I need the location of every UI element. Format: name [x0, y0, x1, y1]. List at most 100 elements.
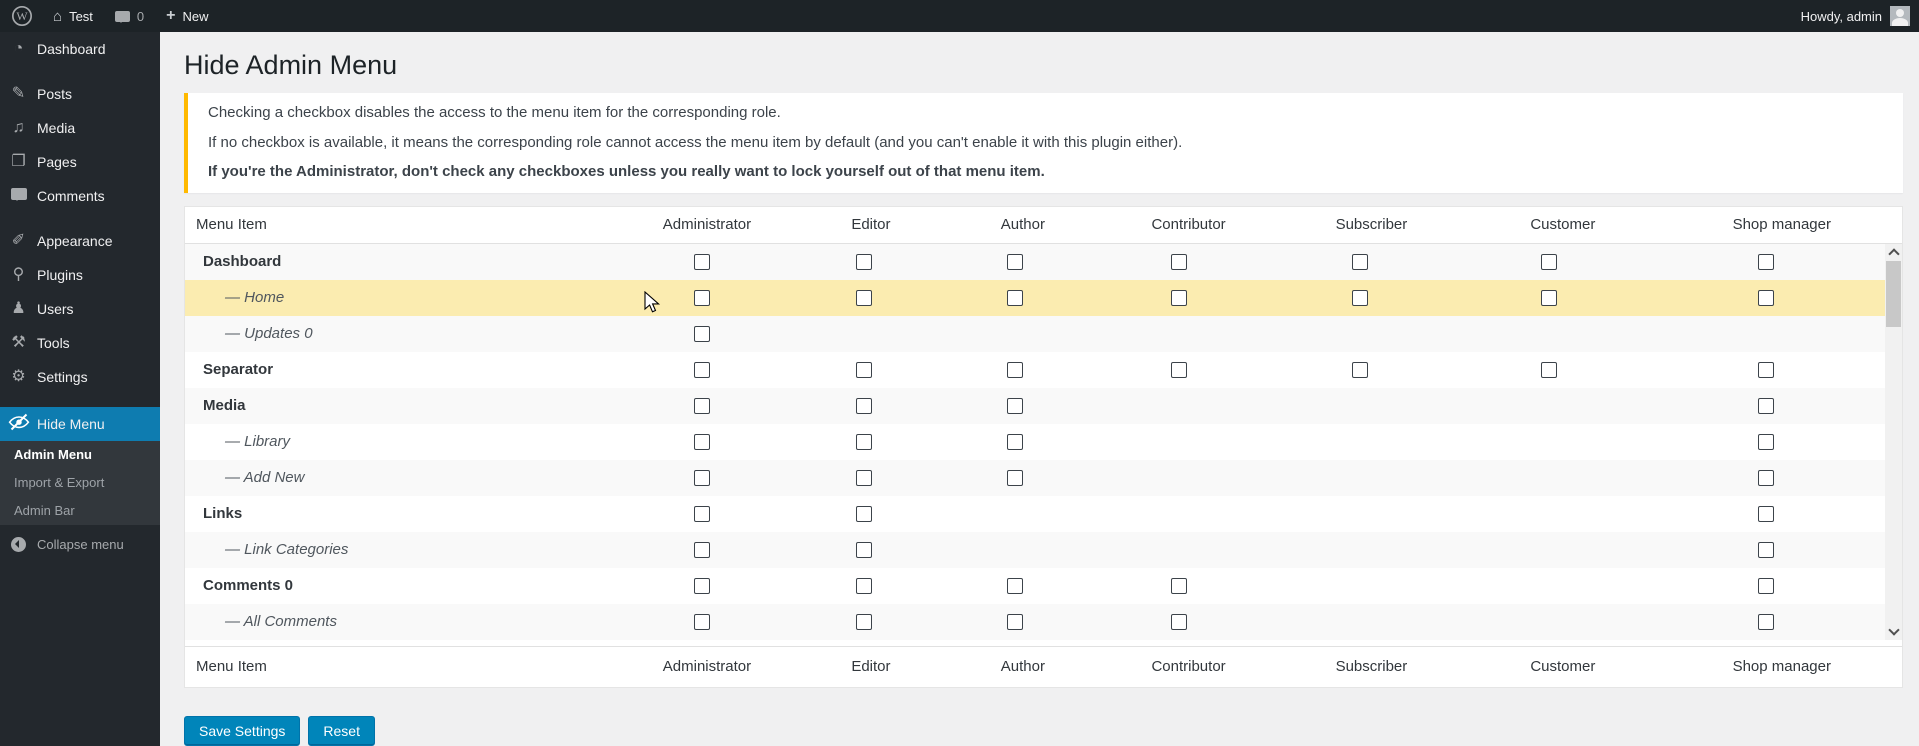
table-scrollbar[interactable] [1885, 243, 1902, 640]
role-checkbox[interactable] [1351, 254, 1368, 271]
role-checkbox[interactable] [693, 506, 710, 523]
role-cell-customer [1451, 289, 1647, 307]
role-checkbox[interactable] [693, 254, 710, 271]
submenu-item-admin-bar[interactable]: Admin Bar [14, 503, 75, 518]
role-checkbox[interactable] [1006, 434, 1023, 451]
account-menu[interactable]: Howdy, admin [1801, 0, 1919, 32]
role-checkbox[interactable] [1541, 362, 1558, 379]
role-checkbox[interactable] [1006, 398, 1023, 415]
role-checkbox[interactable] [693, 614, 710, 631]
sidebar-item-pages[interactable]: ❐ Pages [0, 145, 160, 179]
role-checkbox[interactable] [1170, 254, 1187, 271]
role-checkbox[interactable] [693, 542, 710, 559]
sidebar-item-label: Appearance [37, 233, 113, 249]
collapse-menu-button[interactable]: Collapse menu [0, 527, 160, 561]
role-cell-editor [788, 397, 939, 415]
role-checkbox[interactable] [693, 578, 710, 595]
site-name-link[interactable]: ⌂ Test [42, 0, 104, 32]
role-cell-shop-manager [1647, 397, 1885, 415]
role-checkbox[interactable] [1006, 290, 1023, 307]
role-checkbox[interactable] [1006, 470, 1023, 487]
save-settings-button[interactable]: Save Settings [184, 715, 301, 746]
role-checkbox[interactable] [1006, 362, 1023, 379]
role-checkbox[interactable] [856, 290, 873, 307]
wordpress-logo-button[interactable]: W [0, 0, 42, 32]
role-checkbox[interactable] [856, 578, 873, 595]
sidebar-item-appearance[interactable]: ✐ Appearance [0, 224, 160, 258]
scroll-thumb[interactable] [1886, 260, 1901, 327]
wrench-icon: ⚒ [11, 334, 26, 351]
collapse-arrow-icon [11, 536, 26, 552]
table-row-library: — Library [185, 424, 1885, 460]
role-checkbox[interactable] [693, 362, 710, 379]
role-checkbox[interactable] [1170, 362, 1187, 379]
role-checkbox[interactable] [1757, 434, 1774, 451]
role-checkbox[interactable] [1757, 362, 1774, 379]
sidebar-item-tools[interactable]: ⚒ Tools [0, 326, 160, 360]
role-checkbox[interactable] [1006, 578, 1023, 595]
notice-box: Checking a checkbox disables the access … [184, 93, 1903, 193]
role-checkbox[interactable] [1006, 254, 1023, 271]
new-content-button[interactable]: + New [155, 0, 219, 32]
role-checkbox[interactable] [1757, 542, 1774, 559]
table-row-updates-0: — Updates 0 [185, 315, 1885, 352]
role-checkbox[interactable] [1541, 254, 1558, 271]
media-icon: ♫ [12, 119, 25, 136]
role-checkbox[interactable] [693, 398, 710, 415]
role-cell-editor [788, 361, 939, 379]
role-checkbox[interactable] [1351, 290, 1368, 307]
role-checkbox[interactable] [1757, 614, 1774, 631]
role-checkbox[interactable] [693, 434, 710, 451]
sidebar-item-settings[interactable]: ⚙ Settings [0, 360, 160, 394]
role-checkbox[interactable] [693, 470, 710, 487]
role-checkbox[interactable] [1170, 290, 1187, 307]
role-checkbox[interactable] [693, 290, 710, 307]
sidebar-item-dashboard[interactable]: ◔ Dashboard [0, 32, 160, 66]
row-label: — Home [225, 289, 285, 306]
table-row-comments-0: Comments 0 [185, 568, 1885, 604]
role-checkbox[interactable] [1351, 362, 1368, 379]
role-checkbox[interactable] [856, 470, 873, 487]
role-checkbox[interactable] [856, 398, 873, 415]
role-checkbox[interactable] [1757, 398, 1774, 415]
column-header-menu-item: Menu Item [196, 658, 267, 675]
role-checkbox[interactable] [1757, 578, 1774, 595]
sidebar-item-label: Tools [37, 335, 70, 351]
role-checkbox[interactable] [1757, 470, 1774, 487]
role-checkbox[interactable] [1757, 290, 1774, 307]
scroll-down-button[interactable] [1885, 623, 1902, 640]
role-checkbox[interactable] [1006, 614, 1023, 631]
reset-button[interactable]: Reset [308, 715, 375, 746]
sidebar-item-media[interactable]: ♫ Media [0, 111, 160, 145]
submenu-item-admin-menu[interactable]: Admin Menu [14, 447, 92, 462]
role-checkbox[interactable] [1541, 290, 1558, 307]
role-checkbox[interactable] [1170, 578, 1187, 595]
role-checkbox[interactable] [856, 434, 873, 451]
role-checkbox[interactable] [1757, 506, 1774, 523]
role-checkbox[interactable] [1170, 614, 1187, 631]
new-label: New [182, 8, 209, 24]
column-header-subscriber: Subscriber [1335, 216, 1408, 233]
sidebar-item-posts[interactable]: ✎ Posts [0, 77, 160, 111]
sidebar-item-plugins[interactable]: ⚲ Plugins [0, 258, 160, 292]
submenu-item-import-export[interactable]: Import & Export [14, 475, 105, 490]
role-checkbox[interactable] [856, 254, 873, 271]
role-cell-editor [788, 289, 939, 307]
column-header-shop-manager: Shop manager [1732, 658, 1831, 675]
role-checkbox[interactable] [856, 506, 873, 523]
scroll-up-button[interactable] [1885, 244, 1902, 261]
role-checkbox[interactable] [856, 614, 873, 631]
table-row-separator: Separator [185, 352, 1885, 388]
sidebar-item-users[interactable]: ♟ Users [0, 292, 160, 326]
row-label: Dashboard [203, 253, 282, 270]
svg-text:W: W [16, 9, 28, 23]
role-cell-administrator [615, 541, 788, 559]
sidebar-item-hide-menu[interactable]: Hide Menu [0, 407, 168, 441]
role-checkbox[interactable] [856, 542, 873, 559]
role-checkbox[interactable] [856, 362, 873, 379]
comments-shortcut[interactable]: 0 [104, 0, 155, 32]
role-checkbox[interactable] [1757, 254, 1774, 271]
table-row-links: Links [185, 496, 1885, 532]
role-checkbox[interactable] [693, 326, 710, 343]
sidebar-item-comments[interactable]: Comments [0, 179, 160, 213]
